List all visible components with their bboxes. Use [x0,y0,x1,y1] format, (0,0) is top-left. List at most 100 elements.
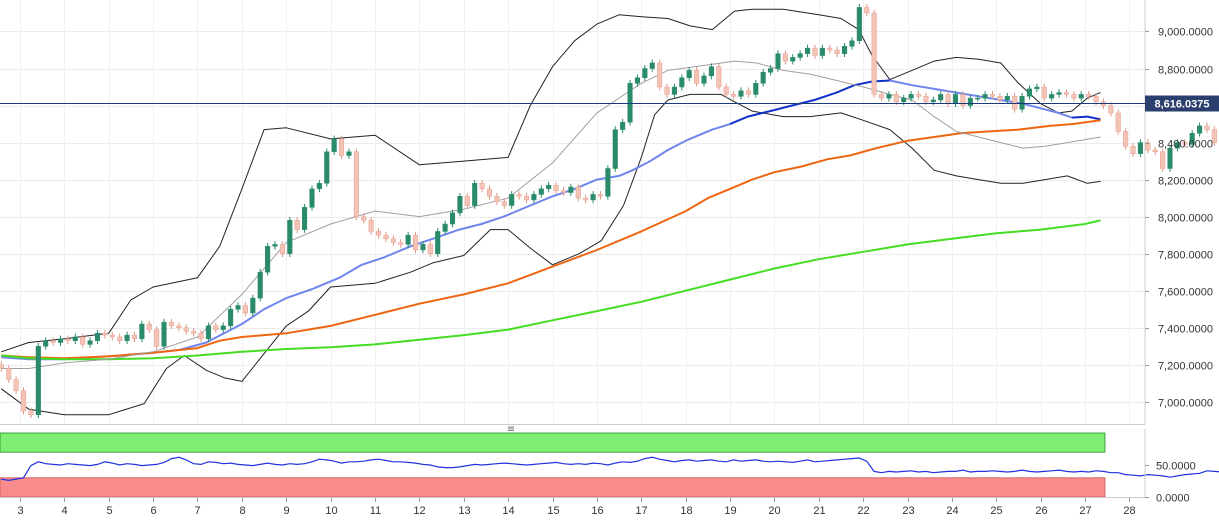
time-tick-label: 19 [724,505,736,517]
candle-body [376,231,382,236]
candle-body [620,121,626,130]
candle-body [146,323,152,330]
candle-body [1004,96,1010,101]
candle-body [1071,94,1077,99]
candle-body [915,94,922,97]
candle-body [1189,133,1195,145]
time-tick-label: 18 [680,505,692,517]
candle-body [938,94,944,101]
candle-body [546,184,552,190]
candle-body [967,97,973,106]
time-tick-label: 4 [61,505,67,517]
candle-body [849,40,855,47]
candle-body [560,190,567,193]
candle-body [383,234,389,240]
candle-body [960,94,966,106]
candle-body [413,234,419,251]
candle-body [1123,131,1129,147]
time-tick-label: 23 [902,505,914,517]
candle-body [309,188,315,208]
moving-average-line [1071,115,1101,121]
candle-body [1063,92,1069,95]
candle-body [649,62,655,69]
candle-body [57,338,64,343]
candle-body [494,196,500,203]
candle-body [664,86,670,95]
candle-body [20,390,27,412]
moving-average-line [1,119,1101,360]
candle-body [819,47,825,56]
price-tick-label: 7,800.0000 [1158,250,1213,262]
time-tick-label: 10 [325,505,337,517]
candle-body [679,77,685,88]
last-price-badge [1145,95,1219,112]
candle-body [605,168,611,197]
candle-body [1167,147,1173,169]
candle-body [945,94,951,104]
candle-body [1137,142,1143,154]
candle-body [109,334,115,338]
time-tick-label: 12 [413,505,425,517]
oversold-zone [0,477,1106,498]
candle-body [716,66,722,88]
last-price-marker: 8,616.0375 [0,95,1219,112]
time-tick-label: 27 [1079,505,1091,517]
candle-body [427,244,433,254]
candle-body [449,212,456,225]
candle-body [834,49,840,54]
candle-body [1034,86,1040,90]
price-tick-label: 8,800.0000 [1158,65,1213,77]
candle-body [523,196,530,201]
moving-average-line [1,219,1101,361]
candle-body [597,194,604,197]
candle-body [760,71,766,84]
candle-body [634,77,640,84]
candle-body [694,70,700,84]
time-tick-label: 6 [150,505,156,517]
candle-body [516,194,522,197]
candle-body [228,308,234,327]
candle-body [50,340,56,343]
candle-body [708,66,714,77]
candle-body [390,238,396,243]
candle-body [1049,94,1055,99]
candle-body [790,57,796,62]
candle-body [738,90,744,97]
candle-body [87,340,93,345]
candle-body [1026,88,1033,97]
candle-body [35,345,41,415]
candle-body [775,53,781,69]
candle-body [235,305,241,310]
series-layer [1,8,1101,416]
candle-body [154,329,160,347]
time-tick-label: 5 [106,505,112,517]
candle-body [65,338,71,341]
time-axis: 3 4 5 6 7 8 9 10 11 12 13 14 15 16 17 18 19 20 21 22 23 24 25 2… [0,497,1145,517]
candle-body [464,196,470,206]
candles-layer [0,4,1217,419]
candle-body [657,62,663,88]
candle-body [250,297,256,314]
candle-body [472,183,478,206]
candle-body [842,46,848,54]
candle-body [812,47,818,56]
candle-body [405,234,411,245]
candle-body [213,325,219,330]
candle-body [975,97,981,100]
time-tick-label: 3 [17,505,23,517]
candle-body [435,231,441,254]
time-tick-label: 25 [990,505,1002,517]
candle-body [901,97,907,103]
panel-resize-handle[interactable]: ≡ [507,424,515,435]
candle-body [1174,142,1180,149]
candle-body [1093,96,1099,103]
time-tick-label: 7 [194,505,200,517]
candle-body [486,188,493,197]
candle-body [139,323,145,340]
time-tick-label: 15 [547,505,559,517]
candle-body [1019,96,1025,110]
candle-body [102,333,108,336]
candle-body [294,220,300,230]
candle-body [353,151,359,217]
